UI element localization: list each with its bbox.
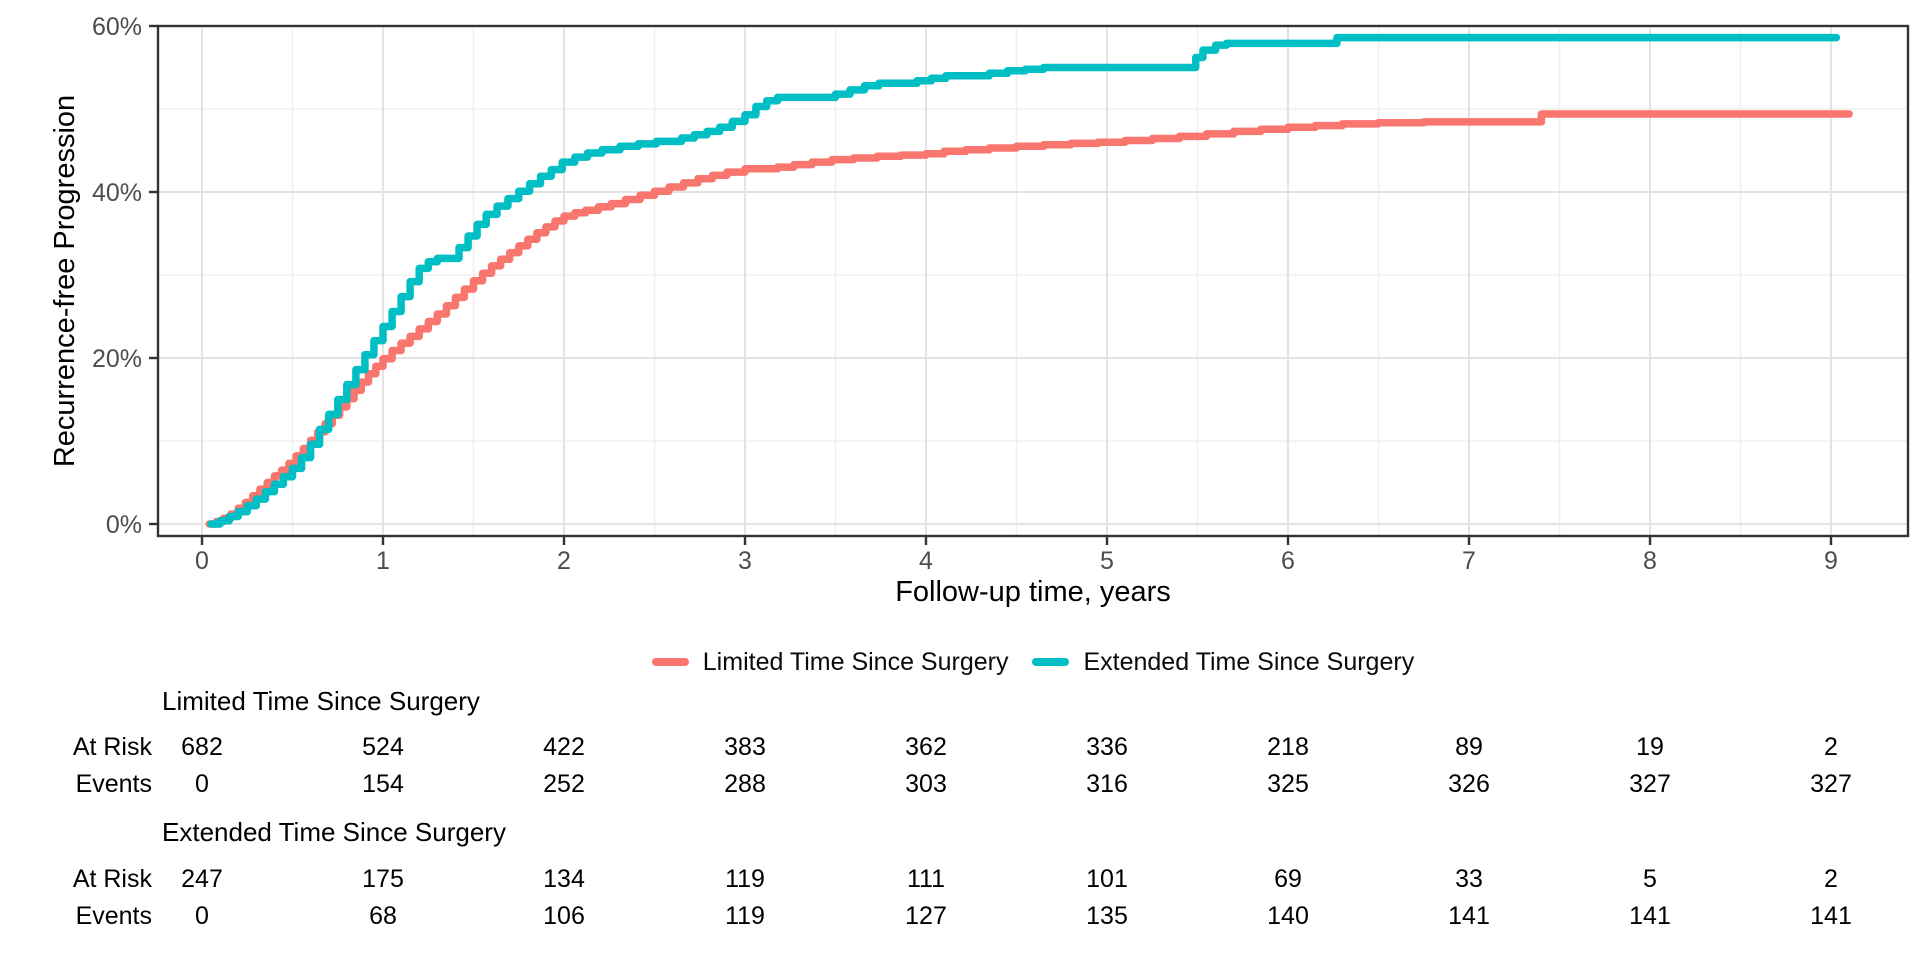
- events-value: 141: [1810, 902, 1852, 930]
- series-curve-extended: [207, 33, 1841, 528]
- at-risk-value: 89: [1455, 733, 1483, 761]
- legend-key-swatch: [651, 658, 689, 666]
- at-risk-value: 101: [1086, 865, 1128, 893]
- axis-ticks: 0 1 2 3 4 5 6 7 8 9 0% 20% 40% 60%: [92, 13, 1838, 575]
- x-tick-label: 2: [557, 547, 571, 575]
- at-risk-value: 682: [181, 733, 223, 761]
- events-row-label: Events: [75, 770, 152, 798]
- x-tick-label: 5: [1100, 547, 1114, 575]
- at-risk-value: 111: [906, 865, 945, 893]
- events-value: 327: [1810, 770, 1852, 798]
- y-tick-label: 40%: [92, 179, 142, 207]
- y-tick-label: 60%: [92, 13, 142, 41]
- at-risk-value: 5: [1643, 865, 1657, 893]
- events-value: 316: [1086, 770, 1128, 798]
- at-risk-value: 119: [725, 865, 765, 893]
- at-risk-value: 2: [1824, 733, 1838, 761]
- events-value: 288: [724, 770, 766, 798]
- events-value: 141: [1448, 902, 1490, 930]
- events-row-label: Events: [75, 902, 152, 930]
- legend-label: Extended Time Since Surgery: [1083, 647, 1415, 676]
- legend-label: Limited Time Since Surgery: [702, 647, 1009, 676]
- at-risk-value: 422: [543, 733, 585, 761]
- legend-item: Limited Time Since Surgery: [651, 647, 1009, 677]
- events-value: 252: [543, 770, 585, 798]
- events-value: 140: [1267, 902, 1309, 930]
- at-risk-value: 134: [543, 865, 585, 893]
- x-tick-label: 6: [1281, 547, 1295, 575]
- x-tick-label: 0: [195, 547, 209, 575]
- events-value: 327: [1629, 770, 1671, 798]
- events-value: 127: [905, 902, 947, 930]
- x-tick-label: 8: [1643, 547, 1657, 575]
- panel-border: [156, 24, 1910, 538]
- at-risk-row-label: At Risk: [72, 865, 152, 893]
- events-value: 0: [195, 770, 209, 798]
- at-risk-value: 247: [181, 865, 223, 893]
- events-value: 68: [369, 902, 397, 930]
- series-curve-limited: [205, 110, 1853, 528]
- at-risk-value: 383: [724, 733, 766, 761]
- y-tick-label: 0%: [106, 511, 142, 539]
- chart-legend: Limited Time Since Surgery Extended Time …: [146, 648, 1920, 676]
- legend-key-swatch: [1032, 658, 1070, 666]
- events-value: 135: [1086, 902, 1128, 930]
- risk-table-group-header: Extended Time Since Surgery: [162, 817, 506, 847]
- y-axis-title: Recurrence-free Progression: [49, 95, 81, 467]
- at-risk-value: 19: [1636, 733, 1664, 761]
- at-risk-value: 362: [905, 733, 947, 761]
- events-value: 154: [362, 770, 404, 798]
- events-value: 141: [1629, 902, 1671, 930]
- legend-item: Extended Time Since Surgery: [1032, 648, 1414, 677]
- x-tick-label: 4: [919, 547, 933, 575]
- x-tick-label: 7: [1462, 547, 1476, 575]
- x-tick-label: 1: [376, 547, 390, 575]
- x-tick-label: 3: [738, 547, 752, 575]
- risk-table-group-header: Limited Time Since Surgery: [162, 686, 480, 716]
- at-risk-value: 2: [1824, 865, 1838, 893]
- at-risk-value: 524: [362, 733, 404, 761]
- at-risk-value: 175: [362, 865, 404, 893]
- at-risk-value: 336: [1086, 733, 1128, 761]
- events-value: 0: [195, 902, 209, 930]
- survival-chart: 0 1 2 3 4 5 6 7 8 9 0% 20% 40% 60% Follow-up time, ye…: [49, 13, 1910, 608]
- events-value: 326: [1448, 770, 1490, 798]
- events-value: 303: [905, 770, 947, 798]
- survival-curves: [205, 33, 1853, 528]
- at-risk-value: 69: [1274, 865, 1302, 893]
- at-risk-value: 33: [1455, 865, 1483, 893]
- events-value: 119: [725, 902, 765, 930]
- at-risk-value: 218: [1267, 733, 1309, 761]
- events-value: 106: [543, 902, 585, 930]
- x-tick-label: 9: [1824, 547, 1838, 575]
- y-tick-label: 20%: [92, 345, 142, 373]
- at-risk-row-label: At Risk: [72, 733, 152, 761]
- events-value: 325: [1267, 770, 1309, 798]
- x-axis-title: Follow-up time, years: [895, 576, 1171, 608]
